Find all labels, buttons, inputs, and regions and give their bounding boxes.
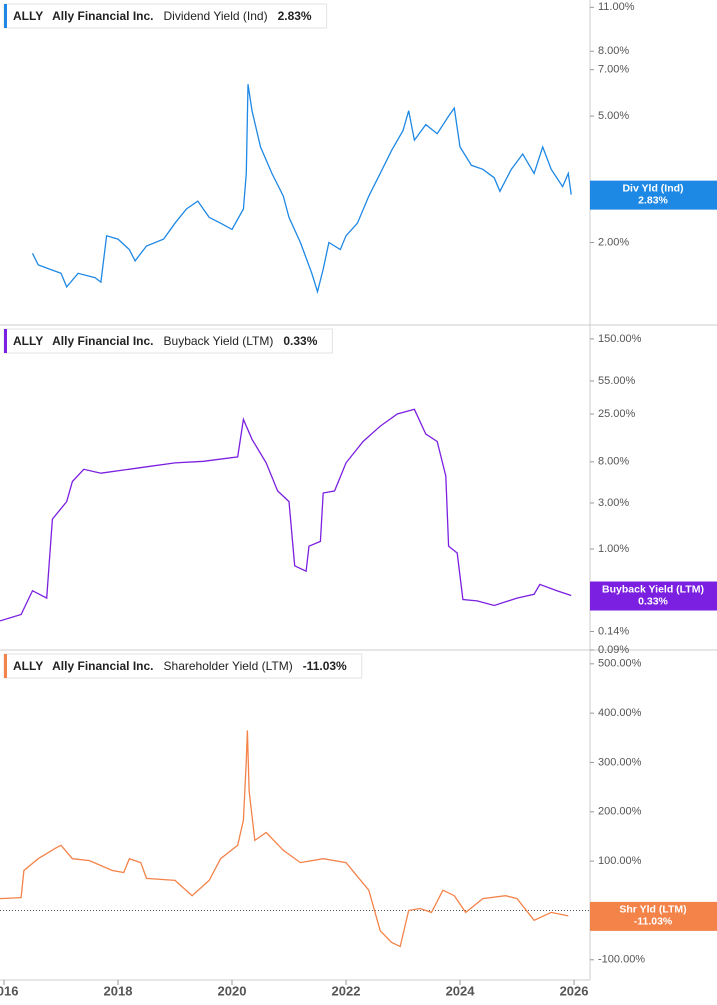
legend: ALLY Ally Financial Inc. Buyback Yield (LT… xyxy=(3,328,333,354)
y-tick-label: 2.00% xyxy=(598,236,629,248)
y-tick-label: 11.00% xyxy=(598,1,635,13)
y-tick-label: 100.00% xyxy=(598,855,642,867)
legend-item: ALLY xyxy=(13,659,43,673)
legend-box xyxy=(3,653,363,679)
legend-text: ALLY Ally Financial Inc. Shareholder Yield… xyxy=(13,659,347,673)
legend-item: Ally Financial Inc. xyxy=(52,9,153,23)
y-tick-label: 5.00% xyxy=(598,110,629,122)
x-tick-label: 2016 xyxy=(0,983,18,998)
y-tick-label: 400.00% xyxy=(598,707,642,719)
data-line xyxy=(0,408,572,622)
badge-label: Buyback Yield (LTM) xyxy=(602,583,704,595)
x-tick-label: 2020 xyxy=(218,983,247,998)
y-tick-label: 3.00% xyxy=(598,497,629,509)
legend-swatch xyxy=(4,4,7,28)
y-tick-label: 55.00% xyxy=(598,375,636,387)
legend-item: 0.33% xyxy=(283,334,317,348)
legend: ALLY Ally Financial Inc. Shareholder Yield… xyxy=(3,653,363,679)
y-tick-label: 25.00% xyxy=(598,408,636,420)
legend: ALLY Ally Financial Inc. Dividend Yield (I… xyxy=(3,3,328,29)
y-tick-label: 200.00% xyxy=(598,806,642,818)
x-tick-label: 2026 xyxy=(560,983,589,998)
legend-item: ALLY xyxy=(13,334,43,348)
legend-item: Buyback Yield (LTM) xyxy=(164,334,274,348)
x-tick-label: 2018 xyxy=(104,983,133,998)
legend-item: Ally Financial Inc. xyxy=(52,334,153,348)
y-tick-label: 7.00% xyxy=(598,64,629,76)
y-tick-label: 500.00% xyxy=(598,658,642,670)
legend-text: ALLY Ally Financial Inc. Dividend Yield (I… xyxy=(13,9,312,23)
badge-value: -11.03% xyxy=(634,916,673,928)
value-badge xyxy=(590,180,717,210)
legend-item: Shareholder Yield (LTM) xyxy=(164,659,293,673)
y-tick-label: 8.00% xyxy=(598,45,629,57)
badge-label: Div Yld (Ind) xyxy=(622,182,683,194)
y-tick-label: 0.14% xyxy=(598,625,629,637)
value-badge xyxy=(590,581,717,611)
legend-item: Dividend Yield (Ind) xyxy=(164,9,268,23)
y-tick-label: 0.09% xyxy=(598,644,629,656)
x-tick-label: 2024 xyxy=(446,983,476,998)
legend-swatch xyxy=(4,654,7,678)
y-tick-label: 300.00% xyxy=(598,756,642,768)
legend-item: Ally Financial Inc. xyxy=(52,659,153,673)
legend-item: ALLY xyxy=(13,9,43,23)
badge-value: 2.83% xyxy=(638,194,668,206)
badge-label: Shr Yld (LTM) xyxy=(619,904,686,916)
legend-box xyxy=(3,328,333,354)
y-tick-label: 8.00% xyxy=(598,456,629,468)
data-line xyxy=(0,730,569,948)
x-tick-label: 2022 xyxy=(332,983,361,998)
y-tick-label: -100.00% xyxy=(598,954,645,966)
y-tick-label: 150.00% xyxy=(598,333,642,345)
legend-item: -11.03% xyxy=(303,659,347,673)
badge-value: 0.33% xyxy=(638,595,668,607)
y-tick-label: 1.00% xyxy=(598,543,629,555)
legend-item: 2.83% xyxy=(278,9,312,23)
legend-text: ALLY Ally Financial Inc. Buyback Yield (LT… xyxy=(13,334,318,348)
legend-box xyxy=(3,3,328,29)
data-line xyxy=(31,84,572,295)
value-badge xyxy=(590,901,717,931)
legend-swatch xyxy=(4,329,7,353)
